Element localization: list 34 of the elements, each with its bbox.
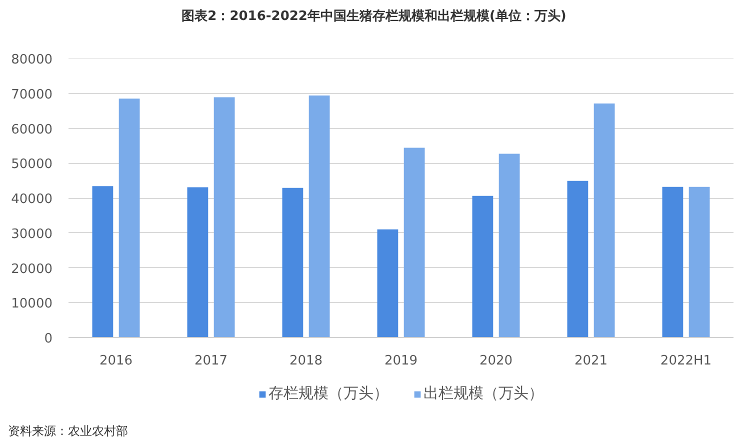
bar [214, 97, 235, 338]
bar [282, 188, 304, 338]
x-tick-label: 2022H1 [660, 354, 712, 368]
x-tick-label: 2019 [384, 354, 418, 368]
bar [688, 186, 710, 338]
bar [472, 196, 494, 338]
y-tick-label: 20000 [11, 262, 53, 277]
x-tick-label: 2020 [479, 354, 513, 368]
bar [594, 103, 615, 338]
bar [498, 154, 520, 338]
y-tick-label: 30000 [11, 226, 53, 242]
text: 资料来源：农业农村部 [8, 423, 128, 440]
bar [118, 98, 140, 338]
bar [187, 187, 208, 338]
y-tick-label: 0 [44, 332, 53, 346]
x-tick-label: 2018 [289, 354, 323, 368]
y-tick-label: 10000 [11, 296, 53, 312]
bar [662, 186, 684, 338]
y-tick-label: 80000 [11, 52, 53, 68]
x-tick-label: 2021 [574, 354, 608, 368]
bar [377, 229, 398, 338]
bar [92, 186, 114, 338]
legend-label: 存栏规模（万头） [268, 384, 388, 403]
legend-label: 出栏规模（万头） [424, 384, 544, 403]
y-tick-label: 50000 [11, 157, 53, 172]
y-tick-label: 70000 [11, 87, 53, 102]
x-tick-label: 2017 [194, 354, 228, 368]
y-tick-label: 40000 [11, 192, 53, 207]
bar [567, 180, 588, 338]
y-tick-label: 60000 [11, 122, 53, 138]
bar [404, 148, 425, 338]
x-tick-label: 2016 [99, 354, 133, 368]
chart-title: 图表2：2016-2022年中国生猪存栏规模和出栏规模(单位：万头) [182, 8, 566, 26]
bar [308, 95, 330, 338]
